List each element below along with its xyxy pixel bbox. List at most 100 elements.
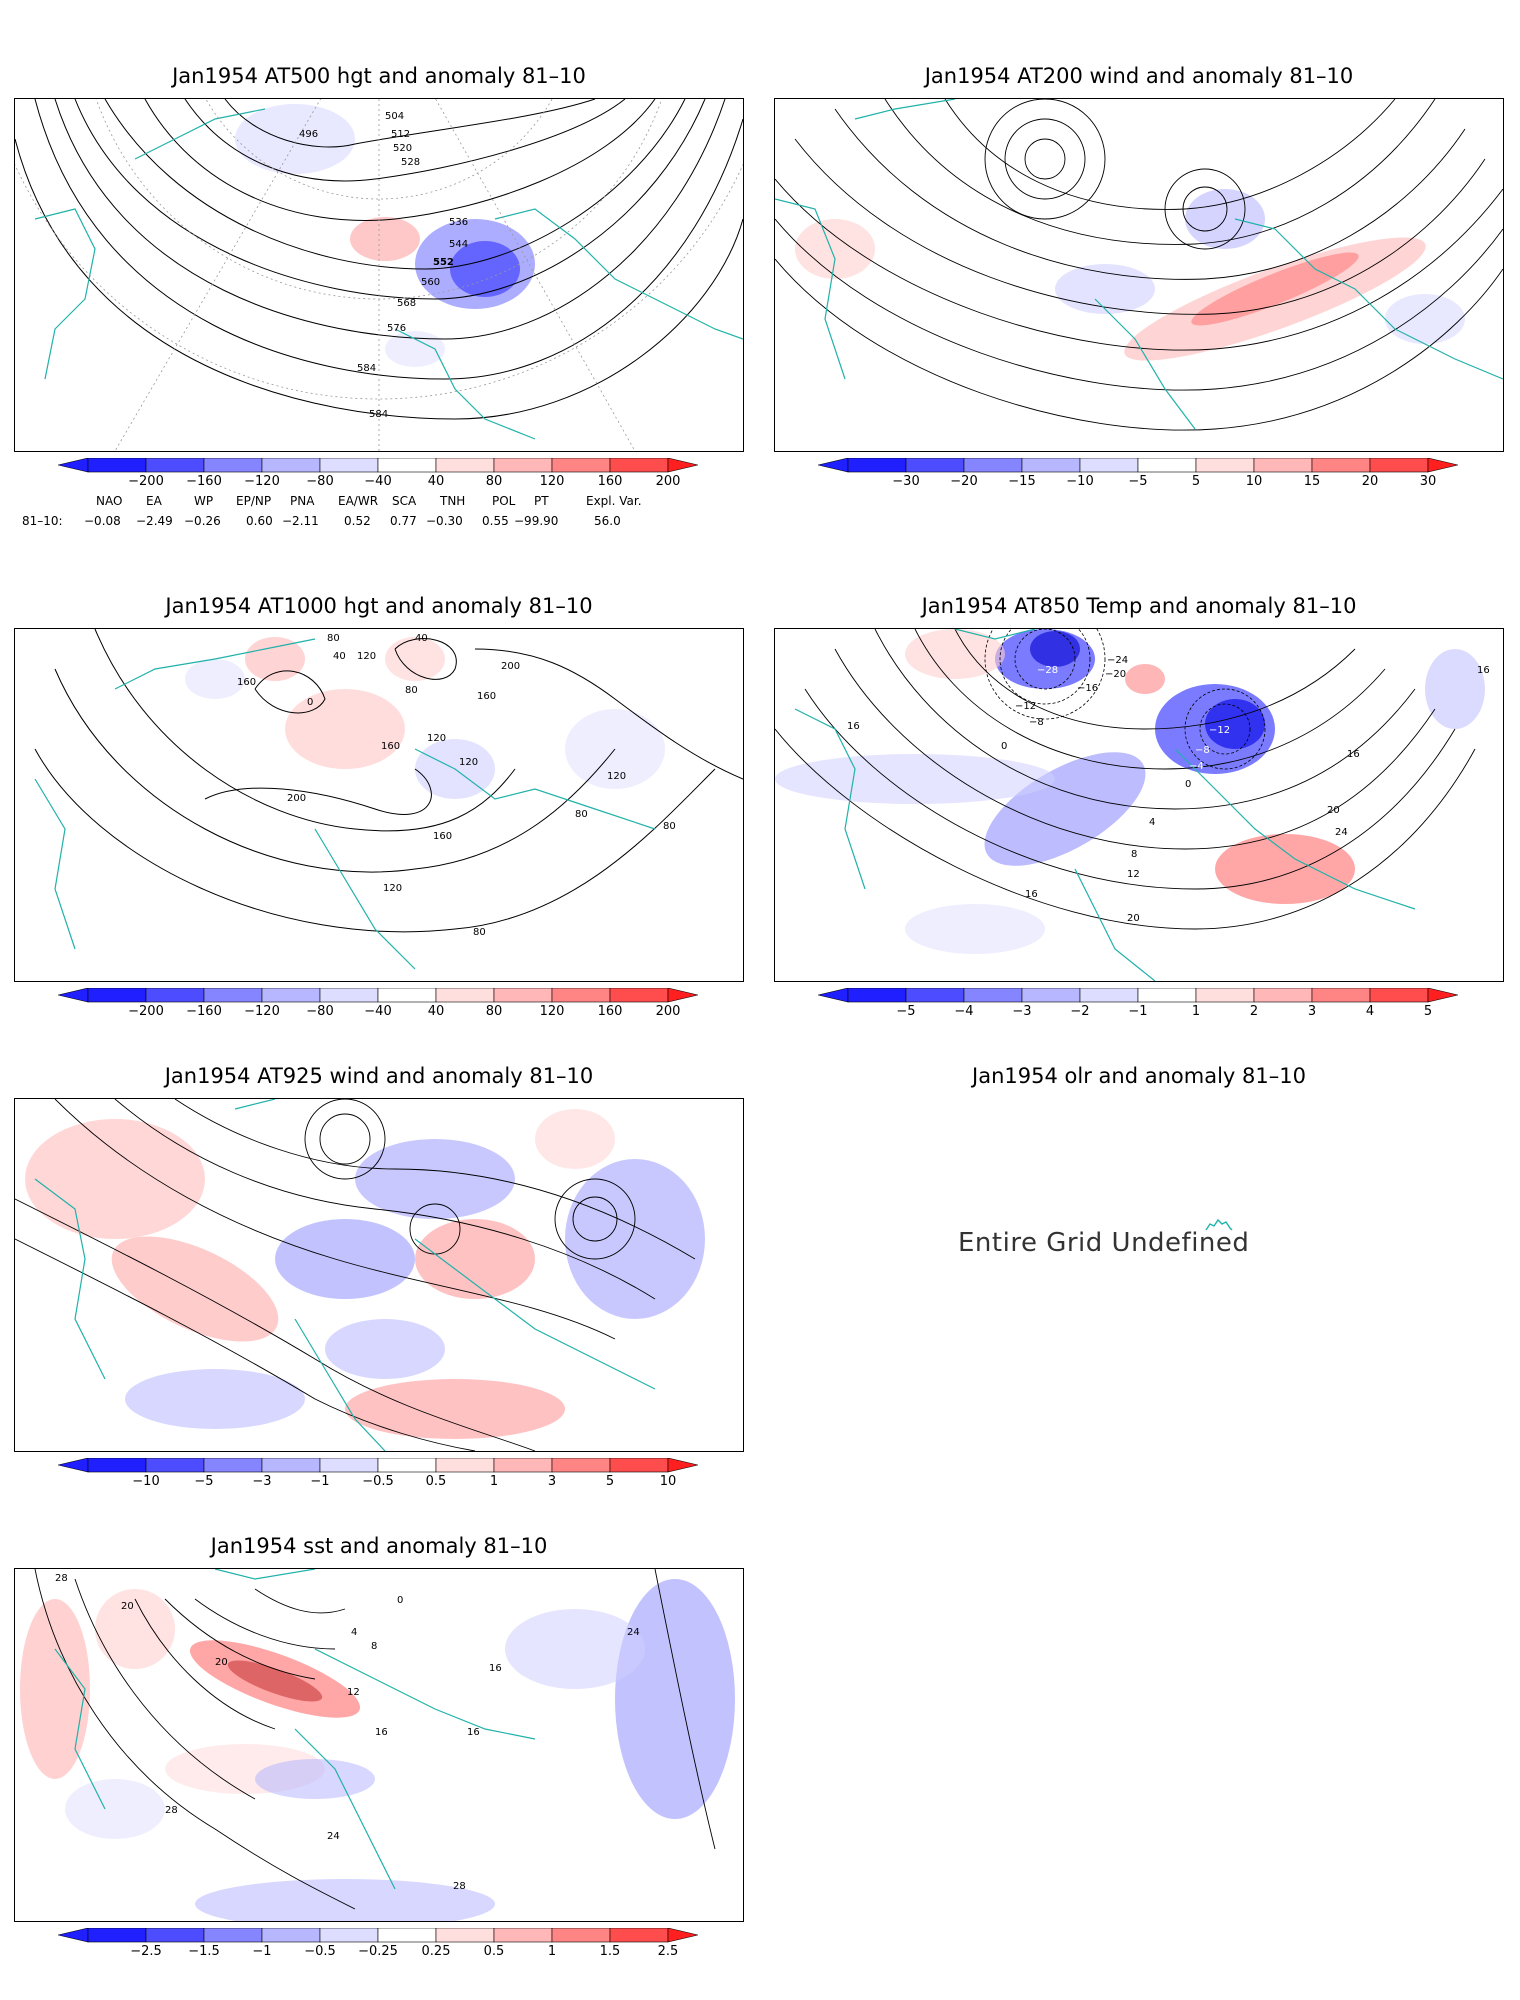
contour-label: 80 (327, 633, 340, 644)
index-value: −0.26 (184, 514, 221, 528)
contour-label: 24 (327, 1831, 340, 1842)
olr-icon (1204, 1216, 1234, 1234)
colorbar-tick: −10 (132, 1474, 160, 1489)
contour-label: 16 (847, 721, 860, 732)
colorbar-tick: −3 (1012, 1004, 1032, 1019)
colorbar-tick: −1 (252, 1944, 272, 1959)
contour-label: 120 (383, 883, 402, 894)
index-header: EA (146, 494, 162, 508)
contour-label: 120 (459, 757, 478, 768)
colorbar-tick: 0.25 (421, 1944, 451, 1959)
colorbar-tick: 80 (485, 474, 503, 489)
contour-label: 584 (369, 409, 388, 420)
map-sst-svg: 28 20 20 12 8 4 0 16 16 16 24 24 28 28 (20, 1569, 735, 1921)
colorbar-tick: 20 (1361, 474, 1379, 489)
contour-label: −16 (1077, 683, 1098, 694)
colorbar-tick: 1 (1191, 1004, 1201, 1019)
contour-label: 0 (1185, 779, 1191, 790)
colorbar-tick: 3 (547, 1474, 557, 1489)
contour-label: 536 (449, 217, 468, 228)
panel-title-olr: Jan1954 olr and anomaly 81–10 (972, 1064, 1306, 1088)
contour-label: 80 (473, 927, 486, 938)
colorbar-at200-ramp (818, 458, 1458, 473)
contour-label: 16 (467, 1727, 480, 1738)
colorbar-tick: −120 (244, 1004, 280, 1019)
contour-label: 0 (397, 1595, 403, 1606)
colorbar-at925: −10 −5 −3 −1 −0.5 0.5 1 3 5 10 (58, 1458, 698, 1498)
colorbar-tick: −5 (194, 1474, 214, 1489)
contour-label: 496 (299, 129, 318, 140)
contour-label: −12 (1209, 725, 1230, 736)
index-value: 0.52 (344, 514, 371, 528)
contour-label: 28 (165, 1805, 178, 1816)
contour-label: 16 (1477, 665, 1490, 676)
contour-label: 28 (55, 1573, 68, 1584)
contour-label: 160 (477, 691, 496, 702)
index-value: −99.90 (514, 514, 559, 528)
colorbar-tick: 40 (427, 474, 445, 489)
colorbar-tick: −40 (364, 1004, 392, 1019)
contour-label: 8 (1131, 849, 1137, 860)
contour-label: 28 (453, 1881, 466, 1892)
colorbar-tick: −40 (364, 474, 392, 489)
colorbar-sst: −2.5 −1.5 −1 −0.5 −0.25 0.25 0.5 1 1.5 2… (58, 1928, 698, 1968)
contour-label: 12 (1127, 869, 1140, 880)
colorbar-tick: 1 (489, 1474, 499, 1489)
map-at850: −28 −24 −20 −16 −12 −8 0 −12 −8 −4 0 4 8… (774, 628, 1504, 982)
contour-label: 20 (121, 1601, 134, 1612)
contour-label: 520 (393, 143, 412, 154)
colorbar-at500-ramp (58, 458, 698, 473)
map-sst: 28 20 20 12 8 4 0 16 16 16 24 24 28 28 (14, 1568, 744, 1922)
colorbar-tick: −15 (1008, 474, 1036, 489)
colorbar-tick: −80 (306, 1004, 334, 1019)
contour-label: −4 (1189, 761, 1204, 772)
index-value: −0.08 (84, 514, 121, 528)
colorbar-at1000-ramp (58, 988, 698, 1003)
contour-label: 20 (215, 1657, 228, 1668)
panel-title-at850: Jan1954 AT850 Temp and anomaly 81–10 (921, 594, 1357, 618)
contour-label: 0 (307, 697, 313, 708)
colorbar-tick: 5 (1423, 1004, 1433, 1019)
contour-label: 16 (1347, 749, 1360, 760)
index-header: SCA (392, 494, 417, 508)
colorbar-tick: 30 (1419, 474, 1437, 489)
contour-label: 24 (1335, 827, 1348, 838)
index-header: WP (194, 494, 214, 508)
colorbar-at1000: −200 −160 −120 −80 −40 40 80 120 160 200 (58, 988, 698, 1028)
contour-label: 80 (405, 685, 418, 696)
contour-label: 576 (387, 323, 406, 334)
colorbar-tick: −10 (1066, 474, 1094, 489)
contour-label: 16 (489, 1663, 502, 1674)
colorbar-tick: −1 (1128, 1004, 1148, 1019)
colorbar-tick: −5 (896, 1004, 916, 1019)
contour-label: 160 (433, 831, 452, 842)
colorbar-tick: −1 (310, 1474, 330, 1489)
map-at1000-svg: 80 40 120 40 160 0 80 200 160 120 160 12… (34, 629, 743, 970)
colorbar-tick: −20 (950, 474, 978, 489)
colorbar-tick: −120 (244, 474, 280, 489)
contour-label: 40 (333, 651, 346, 662)
colorbar-tick: 120 (539, 474, 565, 489)
index-header: PT (534, 494, 549, 508)
contour-label: 4 (1149, 817, 1155, 828)
contour-label: −8 (1195, 745, 1210, 756)
colorbar-tick: 0.5 (483, 1944, 505, 1959)
index-value: −2.11 (282, 514, 319, 528)
colorbar-sst-ramp (58, 1928, 698, 1943)
colorbar-tick: 0.5 (425, 1474, 447, 1489)
index-row-label: 81–10: (22, 514, 63, 528)
colorbar-tick: 15 (1303, 474, 1321, 489)
index-header: NAO (96, 494, 123, 508)
contour-label: 12 (347, 1687, 360, 1698)
contour-label: 4 (351, 1627, 357, 1638)
contour-label: 200 (287, 793, 306, 804)
contour-label: 160 (381, 741, 400, 752)
index-value: 56.0 (594, 514, 621, 528)
contour-label: 528 (401, 157, 420, 168)
colorbar-tick: −80 (306, 474, 334, 489)
contour-label: 584 (357, 363, 376, 374)
contour-label: 120 (427, 733, 446, 744)
map-at925 (14, 1098, 744, 1452)
colorbar-tick: 5 (605, 1474, 615, 1489)
contour-label: 512 (391, 129, 410, 140)
